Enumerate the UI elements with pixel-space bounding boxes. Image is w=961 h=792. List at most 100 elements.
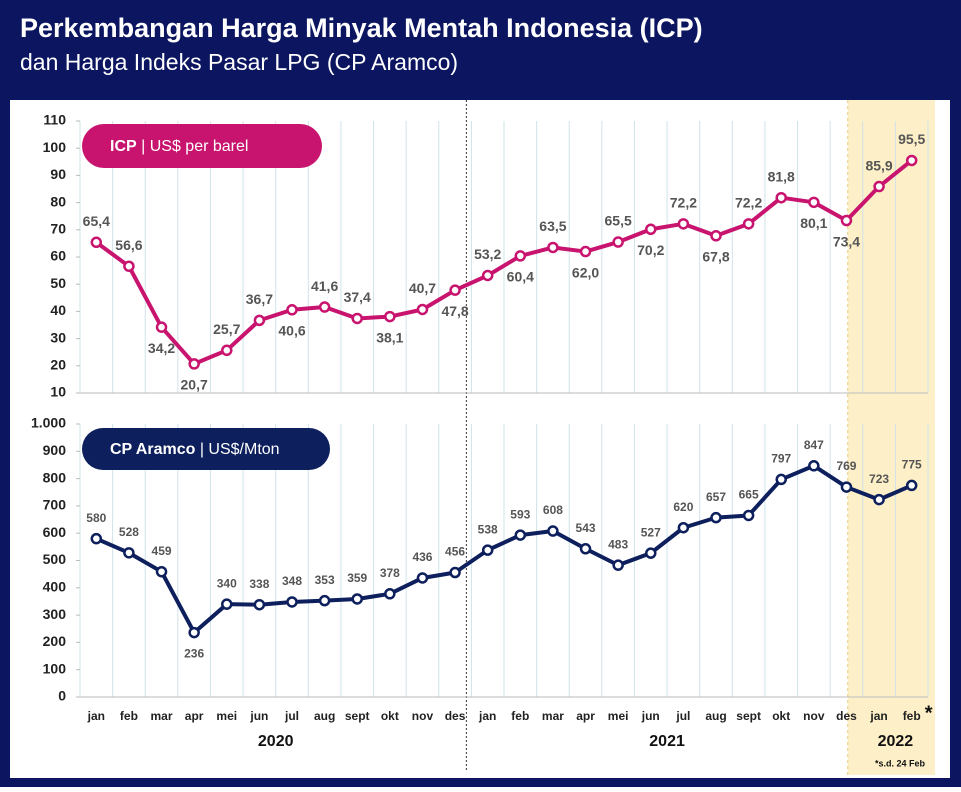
series-line	[95, 158, 913, 366]
data-label: 63,5	[539, 218, 566, 234]
data-label: 20,7	[181, 377, 208, 393]
data-label: 25,7	[213, 321, 240, 337]
y-tick-label: 30	[50, 329, 66, 345]
legend-text: CP Aramco | US$/Mton	[110, 441, 280, 458]
legend-badge	[82, 124, 322, 168]
y-tick-label: 80	[50, 193, 66, 209]
data-point	[188, 358, 200, 370]
data-label: 665	[739, 488, 759, 502]
data-label: 53,2	[474, 246, 501, 262]
data-point	[416, 572, 429, 584]
y-tick-label: 600	[43, 524, 67, 540]
data-label: 723	[869, 472, 889, 486]
data-label: 62,0	[572, 264, 599, 280]
x-tick-label: jul	[284, 709, 299, 723]
data-point	[286, 596, 298, 608]
y-tick-label: 100	[43, 139, 67, 155]
y-tick-label: 70	[50, 221, 66, 237]
data-label: 34,2	[148, 340, 175, 356]
data-label: 483	[608, 537, 628, 551]
data-point	[123, 547, 135, 559]
data-point	[547, 525, 559, 537]
y-tick-label: 60	[50, 248, 66, 264]
x-tick-label: apr	[576, 709, 595, 723]
x-tick-label: jan	[478, 709, 496, 723]
x-tick-label: mar	[151, 709, 173, 723]
legend-name: CP Aramco	[110, 441, 196, 458]
data-label: 538	[478, 522, 498, 536]
data-point	[384, 310, 396, 323]
data-point	[449, 566, 461, 579]
data-point	[808, 196, 820, 209]
data-label: 81,8	[768, 168, 795, 184]
x-tick-label: jun	[249, 709, 268, 723]
x-tick-label: feb	[120, 709, 138, 723]
data-label: 657	[706, 490, 726, 504]
y-tick-label: 90	[50, 166, 66, 182]
data-point	[318, 301, 331, 313]
x-tick-label: mei	[608, 709, 629, 723]
data-point	[90, 236, 103, 249]
data-label: 85,9	[865, 157, 892, 173]
x-tick-label: okt	[772, 709, 790, 723]
data-label: 37,4	[344, 289, 371, 305]
y-tick-label: 40	[50, 302, 66, 318]
data-point	[840, 481, 853, 493]
year-label: 2022	[878, 733, 914, 750]
y-tick-label: 0	[58, 688, 66, 704]
data-point	[873, 493, 885, 506]
data-label: 580	[86, 511, 106, 525]
data-label: 80,1	[800, 215, 827, 231]
data-point	[710, 230, 722, 242]
legend-badge	[82, 428, 330, 470]
data-point	[840, 214, 853, 227]
data-label: 543	[576, 521, 596, 535]
x-tick-label: jan	[869, 709, 887, 723]
y-tick-label: 500	[43, 551, 67, 567]
footnote-mark: *	[925, 702, 933, 724]
data-point	[221, 598, 233, 610]
data-point	[742, 218, 755, 230]
subtitle: dan Harga Indeks Pasar LPG (CP Aramco)	[20, 49, 458, 75]
data-label: 527	[641, 525, 661, 539]
data-point	[547, 241, 559, 254]
data-point	[645, 547, 657, 559]
y-tick-label: 110	[43, 112, 66, 128]
data-point	[318, 594, 331, 607]
data-label: 40,7	[409, 280, 436, 296]
data-point	[351, 593, 363, 605]
data-label: 40,6	[278, 322, 305, 338]
data-point	[351, 312, 363, 325]
data-label: 56,6	[115, 237, 142, 253]
data-point	[579, 245, 592, 258]
data-label: 72,2	[735, 195, 762, 211]
x-tick-label: jan	[87, 709, 105, 723]
title: Perkembangan Harga Minyak Mentah Indones…	[20, 13, 703, 43]
data-label: 797	[771, 452, 791, 466]
legend-unit: US$ per barel	[150, 138, 249, 155]
y-tick-label: 700	[43, 497, 67, 513]
data-label: 847	[804, 438, 824, 452]
data-point	[188, 626, 200, 639]
data-point	[612, 236, 624, 248]
y-tick-label: 400	[43, 579, 67, 595]
x-tick-label: aug	[314, 709, 335, 723]
data-point	[873, 180, 885, 193]
x-tick-label: mar	[542, 709, 564, 723]
data-point	[742, 509, 755, 522]
data-point	[155, 565, 168, 578]
data-point	[710, 511, 722, 524]
data-point	[90, 532, 103, 545]
data-label: 528	[119, 525, 139, 539]
year-label: 2020	[258, 733, 294, 750]
data-point	[514, 250, 527, 262]
legend-name: ICP	[110, 138, 137, 155]
y-tick-label: 800	[43, 469, 67, 485]
y-tick-label: 20	[50, 357, 66, 373]
data-point	[155, 321, 168, 333]
x-tick-label: aug	[705, 709, 726, 723]
data-point	[481, 544, 494, 556]
x-tick-label: sept	[736, 709, 761, 723]
x-tick-label: feb	[903, 709, 921, 723]
